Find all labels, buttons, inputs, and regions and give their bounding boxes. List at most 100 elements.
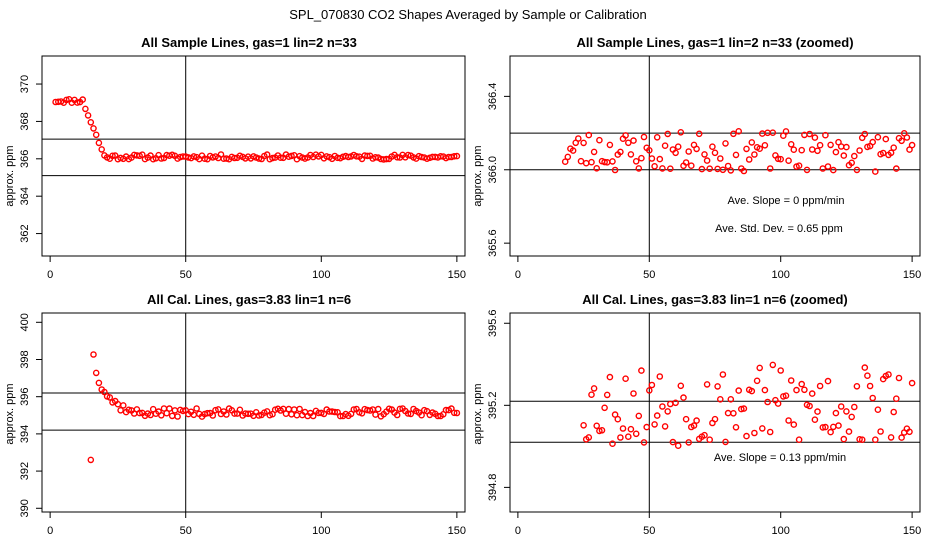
data-point (701, 431, 708, 439)
data-point (869, 138, 877, 146)
data-point (204, 409, 211, 417)
data-point (674, 442, 682, 450)
data-point (872, 168, 879, 175)
data-point (393, 411, 401, 419)
data-point (845, 428, 853, 435)
x-tick-label: 100 (312, 269, 330, 281)
data-point (353, 152, 360, 160)
data-point (590, 148, 598, 156)
data-point (908, 141, 916, 149)
data-point (661, 142, 669, 149)
data-point (640, 439, 648, 446)
data-point (453, 152, 461, 160)
data-point (611, 166, 619, 174)
data-point (157, 411, 165, 419)
data-point (769, 129, 777, 136)
data-point (630, 137, 637, 144)
data-point (374, 405, 382, 413)
data-point (908, 379, 916, 387)
y-tick-label: 394 (19, 425, 31, 443)
data-point (231, 410, 238, 417)
data-point (625, 433, 632, 441)
data-point (82, 105, 89, 113)
data-point (837, 403, 845, 410)
data-point (609, 440, 616, 448)
data-point (887, 434, 895, 441)
data-point (745, 156, 753, 163)
data-point (672, 149, 679, 157)
data-point (688, 162, 695, 169)
data-point (706, 436, 714, 444)
data-point (92, 369, 100, 377)
data-point (774, 400, 782, 407)
data-points (580, 361, 916, 450)
data-point (393, 153, 401, 161)
data-point (774, 155, 782, 163)
data-point (748, 387, 756, 395)
data-point (622, 375, 629, 383)
data-point (756, 364, 764, 372)
data-point (667, 400, 674, 408)
data-point (898, 434, 905, 441)
data-point (651, 162, 658, 170)
data-point (759, 425, 766, 432)
data-point (893, 165, 900, 172)
data-point (632, 430, 640, 438)
data-point (766, 165, 774, 172)
data-point (453, 409, 461, 417)
y-axis-label: approx. ppm (472, 383, 484, 444)
y-axis-label: approx. ppm (4, 145, 16, 206)
data-point (898, 137, 905, 145)
data-point (288, 152, 295, 160)
data-point (827, 141, 834, 149)
panel-title: All Cal. Lines, gas=3.83 lin=1 n=6 (zoom… (582, 292, 848, 307)
data-point (569, 147, 577, 154)
data-point (418, 411, 425, 419)
data-point (798, 146, 806, 154)
data-point (659, 165, 666, 172)
data-point (236, 406, 244, 414)
data-point (777, 155, 785, 163)
data-point (407, 410, 415, 418)
panel-title: All Sample Lines, gas=1 lin=2 n=33 (zoom… (576, 35, 853, 50)
data-point (277, 154, 284, 161)
data-point (635, 165, 643, 172)
data-point (95, 379, 103, 387)
data-point (383, 155, 390, 163)
data-point (703, 381, 711, 388)
data-point (856, 147, 863, 154)
x-tick-label: 100 (772, 269, 790, 281)
y-tick-label: 362 (19, 224, 31, 242)
data-point (635, 412, 643, 420)
data-point (174, 413, 181, 420)
data-point (209, 412, 217, 419)
data-point (331, 408, 339, 416)
data-point (255, 412, 263, 419)
data-point (874, 133, 882, 141)
data-point (706, 165, 714, 172)
data-point (125, 406, 133, 414)
x-tick-label: 0 (47, 525, 53, 537)
data-point (244, 410, 252, 418)
data-point (740, 405, 748, 412)
data-point (171, 407, 179, 414)
data-point (837, 143, 845, 150)
data-point (853, 382, 861, 390)
data-point (263, 151, 271, 158)
data-point (722, 438, 729, 446)
data-point (906, 428, 913, 436)
data-point (596, 136, 603, 144)
data-point (598, 426, 606, 434)
data-point (743, 432, 750, 440)
data-point (575, 135, 582, 142)
data-point (814, 147, 821, 155)
data-point (751, 151, 758, 158)
x-tick-label: 50 (180, 525, 192, 537)
y-tick-label: 398 (19, 350, 31, 368)
data-point (790, 146, 798, 153)
data-point (661, 423, 669, 430)
x-tick-label: 100 (312, 525, 330, 537)
data-point (627, 151, 635, 158)
panel-title: All Cal. Lines, gas=3.83 lin=1 n=6 (147, 292, 351, 307)
data-point (703, 157, 711, 164)
